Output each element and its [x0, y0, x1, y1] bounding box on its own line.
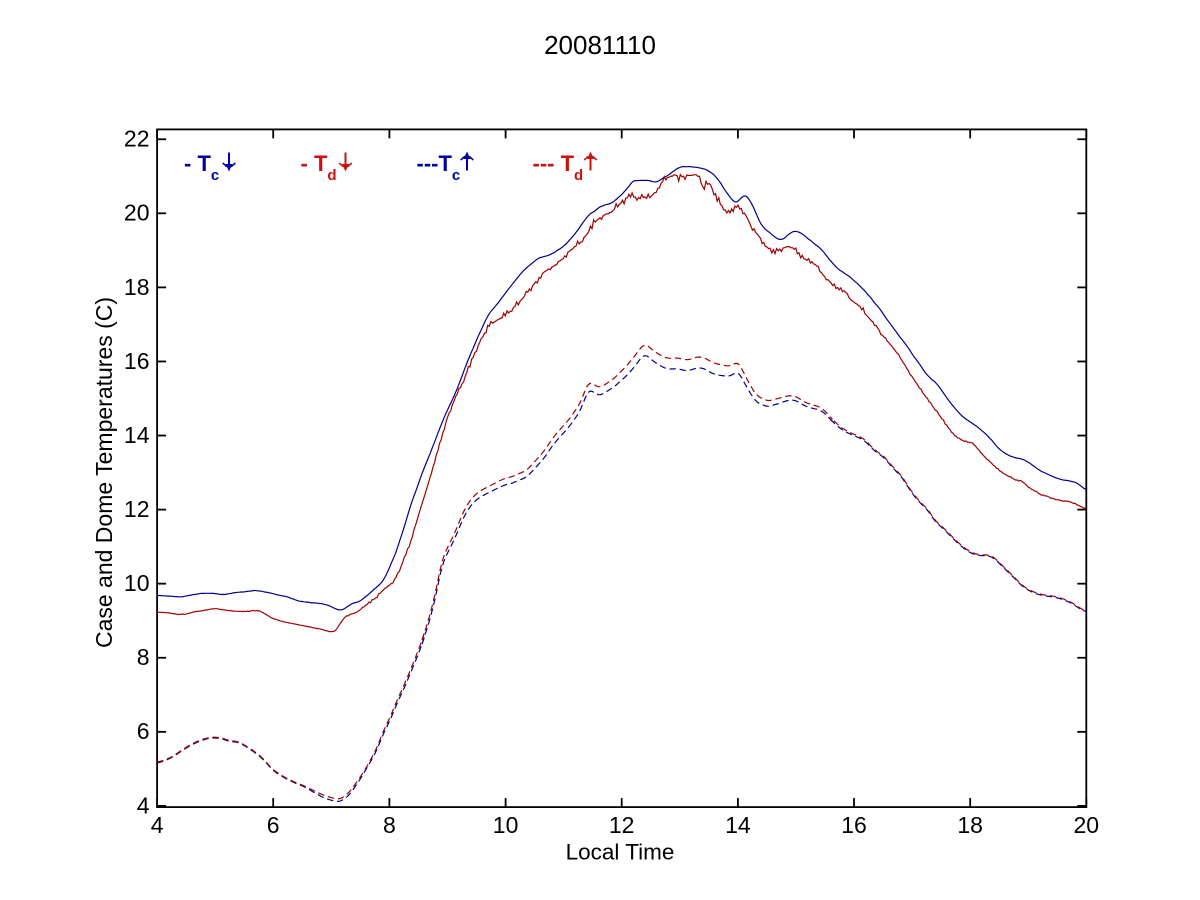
svg-text:18: 18 — [124, 274, 150, 300]
svg-text:10: 10 — [124, 570, 150, 596]
svg-text:6: 6 — [137, 718, 150, 744]
svg-text:8: 8 — [383, 812, 396, 838]
svg-text:12: 12 — [124, 496, 150, 522]
svg-text:20081110: 20081110 — [544, 30, 656, 60]
svg-text:16: 16 — [841, 812, 867, 838]
svg-text:8: 8 — [137, 644, 150, 670]
svg-text:4: 4 — [151, 812, 164, 838]
svg-text:14: 14 — [124, 422, 150, 448]
svg-text:6: 6 — [267, 812, 280, 838]
svg-text:18: 18 — [957, 812, 983, 838]
svg-text:20: 20 — [124, 200, 150, 226]
svg-text:Local Time: Local Time — [566, 839, 675, 864]
svg-text:22: 22 — [124, 126, 150, 152]
svg-text:12: 12 — [609, 812, 635, 838]
svg-text:20: 20 — [1074, 812, 1100, 838]
svg-text:14: 14 — [725, 812, 751, 838]
svg-text:Case and Dome Temperatures (C): Case and Dome Temperatures (C) — [91, 297, 117, 648]
svg-text:4: 4 — [137, 792, 150, 818]
svg-text:16: 16 — [124, 348, 150, 374]
svg-text:10: 10 — [493, 812, 519, 838]
